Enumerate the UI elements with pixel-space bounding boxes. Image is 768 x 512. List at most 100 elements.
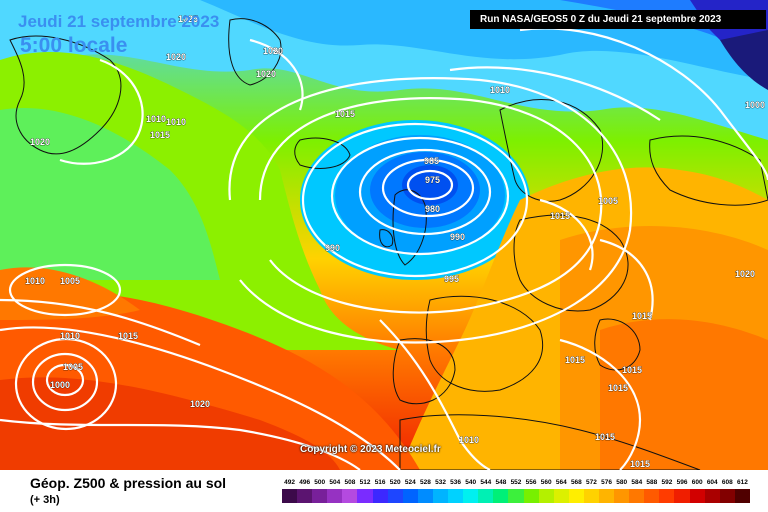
scale-value: 516 [374, 479, 386, 486]
date-title: Jeudi 21 septembre 2023 [18, 12, 220, 31]
legend-subtitle: (+ 3h) [30, 494, 60, 506]
scale-swatch [659, 489, 675, 503]
isobar-label: 1010 [166, 117, 186, 127]
isobar-label: 1015 [622, 365, 642, 375]
scale-value: 608 [721, 479, 733, 486]
scale-swatch [674, 489, 690, 503]
scale-swatch [553, 489, 569, 503]
scale-value: 500 [314, 479, 326, 486]
isobar-label: 1010 [490, 85, 510, 95]
isobar-label: 1020 [735, 269, 755, 279]
scale-value: 592 [661, 479, 673, 486]
isobar-label: 1015 [565, 355, 585, 365]
run-label: Run NASA/GEOS5 0 Z du Jeudi 21 septembre… [470, 10, 766, 29]
scale-swatch [538, 489, 554, 503]
isobar-label: 1020 [166, 52, 186, 62]
scale-value: 600 [691, 479, 703, 486]
isobar-label: 1010 [459, 435, 479, 445]
isobar-label: 985 [424, 156, 439, 166]
scale-swatch [372, 489, 388, 503]
scale-value: 564 [555, 479, 567, 486]
scale-swatch [282, 489, 298, 503]
scale-swatch [448, 489, 464, 503]
isobars [0, 27, 768, 470]
isobar-label: 1015 [608, 383, 628, 393]
scale-swatch [312, 489, 328, 503]
isobar-label: 1025 [178, 14, 198, 24]
scale-value: 492 [284, 479, 295, 486]
isobar-label: 975 [425, 175, 440, 185]
isobar-label: 1010 [25, 276, 45, 286]
isobar-label: 1015 [595, 432, 615, 442]
scale-swatch [644, 489, 660, 503]
isobar-label: 1005 [598, 196, 618, 206]
scale-value: 580 [616, 479, 628, 486]
isobar-label: 1000 [745, 100, 765, 110]
isobar-label: 1020 [30, 137, 50, 147]
isobar-label: 1015 [630, 459, 650, 469]
isobar-label: 1010 [146, 114, 166, 124]
isobar-label: 1015 [550, 211, 570, 221]
isobar-label: 1015 [632, 311, 652, 321]
scale-value: 544 [480, 479, 492, 486]
scale-value: 552 [510, 479, 522, 486]
scale-swatch [719, 489, 735, 503]
legend-bar: Géop. Z500 & pression au sol (+ 3h) 492 4… [0, 470, 768, 512]
isobar-label: 1015 [150, 130, 170, 140]
scale-swatch [402, 489, 418, 503]
scale-swatch [493, 489, 509, 503]
scale-swatch [432, 489, 449, 503]
scale-swatch [463, 489, 479, 503]
scale-swatch [629, 489, 645, 503]
scale-swatch [704, 489, 720, 503]
legend-title: Géop. Z500 & pression au sol [30, 475, 227, 491]
scale-value: 576 [601, 479, 613, 486]
scale-value: 612 [737, 479, 748, 486]
scale-value: 532 [435, 479, 446, 486]
scale-swatch [734, 489, 750, 503]
scale-value: 508 [344, 479, 356, 486]
scale-value: 604 [706, 479, 718, 486]
scale-value: 568 [570, 479, 582, 486]
scale-swatch [583, 489, 599, 503]
scale-swatch [508, 489, 524, 503]
isobar-label: 995 [444, 274, 459, 284]
scale-swatch [342, 489, 358, 503]
scale-value: 596 [676, 479, 688, 486]
scale-swatch [417, 489, 433, 503]
scale-value: 536 [450, 479, 462, 486]
isobar-label: 1015 [335, 109, 355, 119]
isobar-label: 990 [450, 232, 465, 242]
scale-swatch [689, 489, 705, 503]
isobar-label: 1020 [190, 399, 210, 409]
scale-swatch [327, 489, 343, 503]
scale-value: 504 [329, 479, 341, 486]
scale-value: 560 [540, 479, 552, 486]
scale-swatch [614, 489, 630, 503]
weather-map: 1025 1020 1020 1020 1010 1010 1015 1020 … [0, 0, 768, 470]
isobar-label: 1020 [263, 46, 283, 56]
scale-value: 496 [299, 479, 311, 486]
isobar-label: 1020 [256, 69, 276, 79]
isobar-label: 980 [425, 204, 440, 214]
scale-swatch [297, 489, 313, 503]
scale-value: 524 [404, 479, 416, 486]
copyright-notice: Copyright © 2023 Meteociel.fr [300, 444, 441, 455]
isobar-label: 990 [325, 243, 340, 253]
scale-swatch [568, 489, 584, 503]
scale-value: 572 [586, 479, 597, 486]
scale-value: 540 [465, 479, 477, 486]
scale-value: 528 [419, 479, 431, 486]
scale-value: 548 [495, 479, 507, 486]
isobar-labels: 1025 1020 1020 1020 1010 1010 1015 1020 … [25, 14, 766, 470]
color-scale-labels: 492 496 500 504 508 512 516 520 524 528 532 536 540 5… [282, 479, 750, 489]
scale-value: 584 [631, 479, 643, 486]
scale-swatch [598, 489, 615, 503]
scale-swatch [478, 489, 494, 503]
time-title: 5:00 locale [20, 34, 128, 57]
scale-value: 520 [389, 479, 401, 486]
isobar-label: 1010 [60, 331, 80, 341]
scale-value: 512 [359, 479, 371, 486]
coastlines [9, 18, 768, 470]
scale-swatch [523, 489, 539, 503]
